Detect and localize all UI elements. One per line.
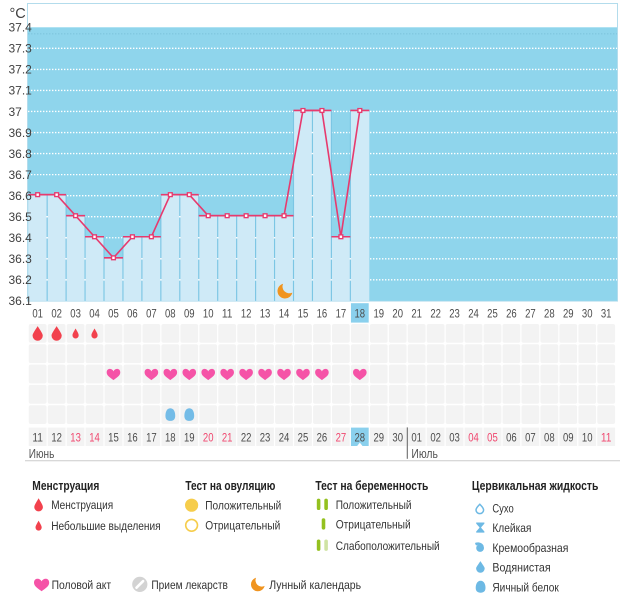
svg-text:22: 22	[241, 430, 252, 444]
svg-text:07: 07	[146, 307, 157, 321]
svg-text:28: 28	[544, 307, 555, 321]
svg-text:36.2: 36.2	[9, 273, 33, 287]
svg-text:26: 26	[317, 430, 328, 444]
svg-text:Положительный: Положительный	[336, 498, 412, 512]
svg-text:Половой акт: Половой акт	[52, 578, 112, 592]
svg-text:18: 18	[355, 307, 366, 321]
svg-text:01: 01	[32, 307, 43, 321]
svg-text:36.4: 36.4	[9, 231, 33, 245]
svg-text:23: 23	[260, 430, 271, 444]
svg-text:25: 25	[298, 430, 309, 444]
svg-text:03: 03	[70, 307, 81, 321]
svg-text:36.6: 36.6	[9, 189, 33, 203]
svg-text:Небольшие выделения: Небольшие выделения	[51, 519, 160, 533]
svg-text:14: 14	[279, 307, 290, 321]
svg-text:26: 26	[506, 307, 517, 321]
svg-text:Тест на беременность: Тест на беременность	[315, 479, 428, 493]
svg-text:Положительный: Положительный	[205, 499, 281, 513]
svg-text:07: 07	[525, 430, 536, 444]
svg-text:04: 04	[89, 307, 100, 321]
svg-text:05: 05	[108, 307, 119, 321]
svg-text:12: 12	[51, 430, 62, 444]
svg-text:37.2: 37.2	[9, 63, 33, 77]
svg-text:36.9: 36.9	[9, 126, 33, 140]
svg-text:Прием лекарств: Прием лекарств	[151, 578, 228, 592]
svg-text:04: 04	[468, 430, 479, 444]
svg-text:31: 31	[601, 307, 612, 321]
svg-text:Тест на овуляцию: Тест на овуляцию	[185, 479, 275, 493]
svg-text:16: 16	[127, 430, 138, 444]
svg-text:Сухо: Сухо	[492, 502, 513, 516]
svg-text:18: 18	[165, 430, 176, 444]
svg-text:23: 23	[449, 307, 460, 321]
svg-text:08: 08	[544, 430, 555, 444]
svg-text:09: 09	[184, 307, 195, 321]
svg-text:03: 03	[449, 430, 460, 444]
svg-text:22: 22	[430, 307, 441, 321]
svg-text:Июль: Июль	[411, 447, 438, 461]
svg-text:17: 17	[336, 307, 347, 321]
svg-text:29: 29	[373, 430, 384, 444]
svg-text:16: 16	[317, 307, 328, 321]
svg-text:21: 21	[411, 307, 422, 321]
svg-text:Клейкая: Клейкая	[492, 521, 531, 535]
svg-text:Менструация: Менструация	[32, 479, 99, 493]
svg-text:14: 14	[89, 430, 100, 444]
svg-text:11: 11	[32, 430, 43, 444]
svg-text:Цервикальная жидкость: Цервикальная жидкость	[472, 479, 599, 493]
svg-text:06: 06	[127, 307, 138, 321]
svg-text:36.1: 36.1	[9, 294, 33, 308]
svg-text:Кремообразная: Кремообразная	[492, 541, 568, 555]
svg-text:25: 25	[487, 307, 498, 321]
svg-text:20: 20	[392, 307, 403, 321]
svg-text:°C: °C	[10, 6, 26, 22]
svg-text:Слабоположительный: Слабоположительный	[336, 539, 440, 553]
svg-text:29: 29	[563, 307, 574, 321]
svg-text:36.8: 36.8	[9, 147, 33, 161]
svg-text:37.4: 37.4	[9, 21, 33, 35]
svg-text:37.1: 37.1	[9, 84, 33, 98]
svg-text:02: 02	[430, 430, 441, 444]
svg-text:12: 12	[241, 307, 252, 321]
svg-text:01: 01	[411, 430, 422, 444]
svg-text:Лунный календарь: Лунный календарь	[269, 578, 361, 592]
svg-text:19: 19	[373, 307, 384, 321]
svg-text:Яичный белок: Яичный белок	[492, 580, 559, 594]
svg-text:13: 13	[260, 307, 271, 321]
svg-text:10: 10	[203, 307, 214, 321]
svg-text:Отрицательный: Отрицательный	[205, 519, 280, 533]
svg-text:08: 08	[165, 307, 176, 321]
svg-text:05: 05	[487, 430, 498, 444]
svg-text:15: 15	[298, 307, 309, 321]
svg-text:19: 19	[184, 430, 195, 444]
svg-text:37.3: 37.3	[9, 42, 33, 56]
svg-text:20: 20	[203, 430, 214, 444]
svg-text:30: 30	[392, 430, 403, 444]
svg-text:02: 02	[51, 307, 62, 321]
svg-text:21: 21	[222, 430, 233, 444]
svg-text:30: 30	[582, 307, 593, 321]
svg-text:Водянистая: Водянистая	[492, 561, 550, 575]
svg-text:28: 28	[355, 430, 366, 444]
svg-text:11: 11	[601, 430, 612, 444]
svg-text:27: 27	[525, 307, 536, 321]
svg-text:06: 06	[506, 430, 517, 444]
svg-text:Июнь: Июнь	[29, 447, 55, 461]
svg-text:17: 17	[146, 430, 157, 444]
svg-text:24: 24	[279, 430, 290, 444]
svg-text:Отрицательный: Отрицательный	[336, 518, 411, 532]
svg-text:24: 24	[468, 307, 479, 321]
svg-text:09: 09	[563, 430, 574, 444]
svg-text:36.7: 36.7	[9, 168, 33, 182]
svg-text:10: 10	[582, 430, 593, 444]
svg-text:11: 11	[222, 307, 233, 321]
svg-text:13: 13	[70, 430, 81, 444]
svg-text:15: 15	[108, 430, 119, 444]
svg-text:27: 27	[336, 430, 347, 444]
svg-text:37: 37	[9, 105, 23, 119]
svg-text:36.5: 36.5	[9, 210, 33, 224]
svg-text:36.3: 36.3	[9, 252, 33, 266]
svg-text:Менструация: Менструация	[51, 498, 113, 512]
